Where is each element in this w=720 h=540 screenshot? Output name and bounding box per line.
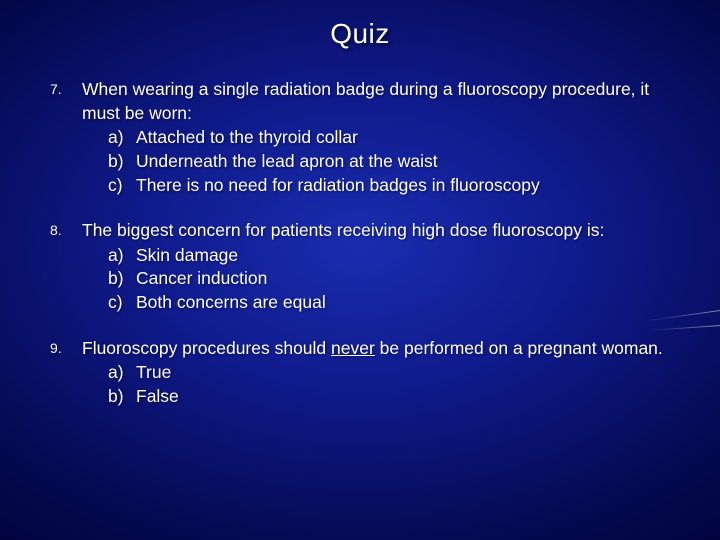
option-letter: b) [108, 150, 136, 174]
question-number: 9. [50, 337, 82, 409]
option-b: b) Cancer induction [108, 267, 670, 291]
question-9: 9. Fluoroscopy procedures should never b… [50, 337, 670, 409]
question-8: 8. The biggest concern for patients rece… [50, 219, 670, 315]
option-text: Underneath the lead apron at the waist [136, 150, 438, 174]
question-number: 7. [50, 78, 82, 197]
option-text: Skin damage [136, 244, 238, 268]
question-7: 7. When wearing a single radiation badge… [50, 78, 670, 197]
option-c: c) There is no need for radiation badges… [108, 174, 670, 198]
slide-title: Quiz [0, 0, 720, 50]
question-options: a) Skin damage b) Cancer induction c) Bo… [82, 244, 670, 315]
option-letter: a) [108, 361, 136, 385]
option-a: a) True [108, 361, 670, 385]
question-number: 8. [50, 219, 82, 315]
question-body: When wearing a single radiation badge du… [82, 78, 670, 197]
option-letter: c) [108, 174, 136, 198]
option-letter: b) [108, 385, 136, 409]
option-letter: b) [108, 267, 136, 291]
quiz-content: 7. When wearing a single radiation badge… [0, 50, 720, 409]
option-text: There is no need for radiation badges in… [136, 174, 540, 198]
light-streak-decoration [640, 300, 720, 340]
option-text: False [136, 385, 179, 409]
question-options: a) True b) False [82, 361, 670, 408]
option-letter: a) [108, 244, 136, 268]
option-text: Attached to the thyroid collar [136, 126, 358, 150]
option-b: b) Underneath the lead apron at the wais… [108, 150, 670, 174]
option-b: b) False [108, 385, 670, 409]
underline-word: never [331, 338, 375, 358]
option-letter: a) [108, 126, 136, 150]
option-a: a) Attached to the thyroid collar [108, 126, 670, 150]
option-text: Both concerns are equal [136, 291, 326, 315]
option-c: c) Both concerns are equal [108, 291, 670, 315]
question-body: Fluoroscopy procedures should never be p… [82, 337, 670, 409]
option-text: True [136, 361, 171, 385]
option-letter: c) [108, 291, 136, 315]
option-a: a) Skin damage [108, 244, 670, 268]
question-stem: Fluoroscopy procedures should never be p… [82, 337, 670, 361]
question-options: a) Attached to the thyroid collar b) Und… [82, 126, 670, 197]
question-stem: The biggest concern for patients receivi… [82, 219, 670, 243]
question-body: The biggest concern for patients receivi… [82, 219, 670, 315]
question-stem: When wearing a single radiation badge du… [82, 78, 670, 125]
option-text: Cancer induction [136, 267, 267, 291]
